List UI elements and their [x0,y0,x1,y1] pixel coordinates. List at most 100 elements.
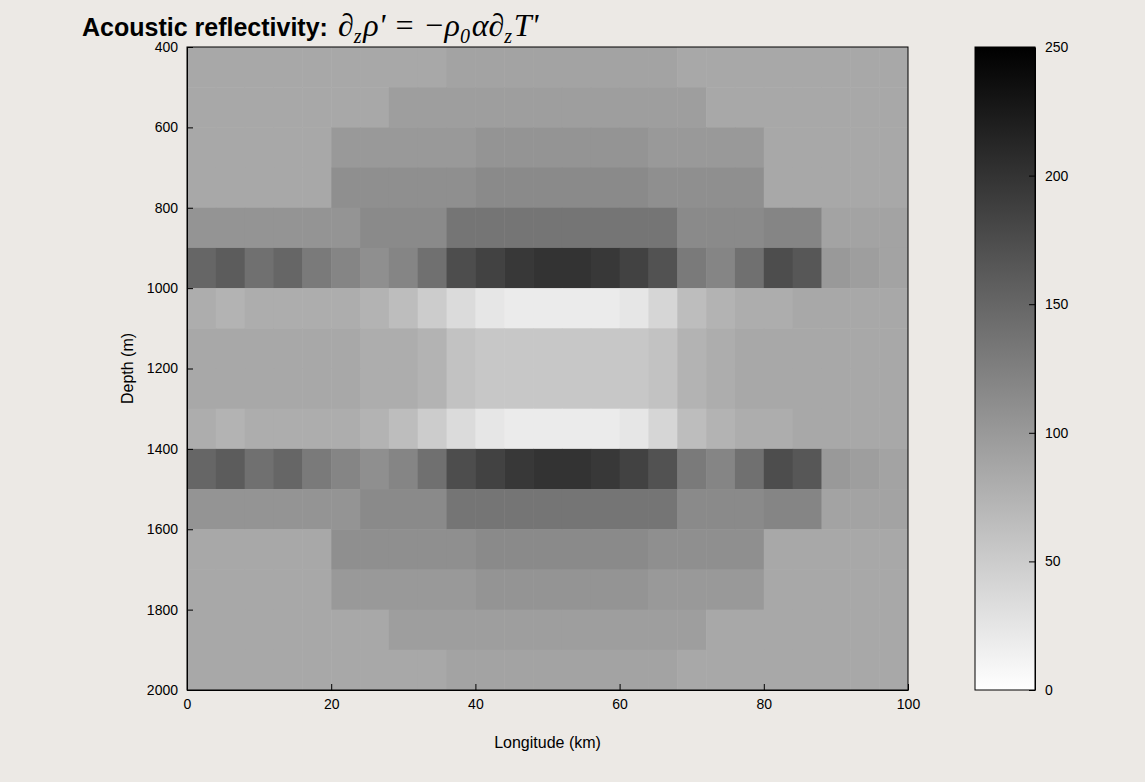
cell [331,489,360,530]
tick-label: 2000 [147,682,178,698]
cell [533,328,562,369]
cell [620,529,649,570]
cell [821,288,850,329]
cell [447,208,476,249]
cell [677,328,706,369]
cell [504,650,533,690]
cell [677,610,706,651]
cell [735,328,764,369]
cell [216,87,245,128]
cell [764,87,793,128]
cell [447,409,476,450]
tick: 150 [1029,296,1069,312]
title-text: Acoustic reflectivity: [82,13,328,41]
cell [504,208,533,249]
cell [735,449,764,490]
tick-label: 800 [155,200,179,216]
cell [562,610,591,651]
tick-label: 200 [1045,168,1069,184]
cell [793,248,822,289]
cell [735,47,764,88]
cell [216,569,245,610]
cell [187,208,216,249]
cell [850,369,879,410]
cell [418,569,447,610]
cell [216,47,245,88]
cell [216,248,245,289]
tick-mark [187,449,193,450]
cell [274,650,303,690]
cell [850,610,879,651]
cell [562,569,591,610]
cell [389,127,418,168]
tick-mark [187,47,193,48]
cell [389,409,418,450]
cell [418,369,447,410]
cell [850,248,879,289]
cell [418,489,447,530]
cell [216,610,245,651]
cell [821,87,850,128]
cell [274,569,303,610]
cell [302,328,331,369]
tick-mark [187,288,193,289]
cell [533,208,562,249]
cell [562,328,591,369]
cell [591,529,620,570]
cell [331,610,360,651]
cell [850,650,879,690]
cell [475,168,504,209]
cell [187,369,216,410]
tick-mark [187,529,193,530]
cell [764,328,793,369]
cell [533,127,562,168]
cell [360,328,389,369]
plot-frame [187,47,908,690]
equation-subscript: z [353,25,362,47]
tick: 400 [155,39,193,55]
tick: 100 [1029,425,1069,441]
cell [389,369,418,410]
tick: 1400 [147,441,193,457]
cell [764,47,793,88]
tick: 20 [324,684,340,712]
y-axis-title: Depth (m) [119,333,136,404]
cell [418,328,447,369]
cell [677,369,706,410]
cell [706,489,735,530]
cell [850,288,879,329]
tick: 2000 [147,682,193,698]
cell [620,168,649,209]
cell [245,208,274,249]
cell [504,248,533,289]
cell [360,168,389,209]
cell [620,409,649,450]
cell [879,529,908,570]
cell [302,610,331,651]
cell [735,288,764,329]
cell [187,529,216,570]
tick-label: 0 [1045,682,1053,698]
cell [533,288,562,329]
cell [793,288,822,329]
tick: 600 [155,119,193,135]
cell [475,650,504,690]
cell [735,369,764,410]
axis-line [188,690,909,691]
cell [620,47,649,88]
tick: 80 [757,684,773,712]
cell [706,288,735,329]
cell [648,47,677,88]
cell [591,127,620,168]
cell [821,650,850,690]
cell [360,87,389,128]
equation-subscript: z [503,25,512,47]
tick: 50 [1029,553,1061,569]
cell [475,610,504,651]
cell [418,87,447,128]
cell [187,449,216,490]
cell [648,127,677,168]
cell [245,529,274,570]
tick-label: 1200 [147,360,178,376]
cell [706,449,735,490]
